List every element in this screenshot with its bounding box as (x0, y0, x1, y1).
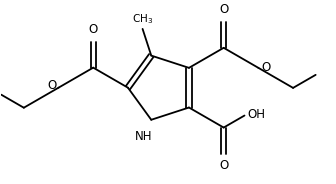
Text: NH: NH (135, 130, 153, 143)
Text: O: O (47, 79, 56, 92)
Text: CH$_3$: CH$_3$ (132, 12, 153, 26)
Text: OH: OH (248, 108, 266, 121)
Text: O: O (261, 61, 271, 74)
Text: O: O (89, 23, 98, 36)
Text: O: O (219, 3, 228, 17)
Text: O: O (219, 159, 228, 172)
